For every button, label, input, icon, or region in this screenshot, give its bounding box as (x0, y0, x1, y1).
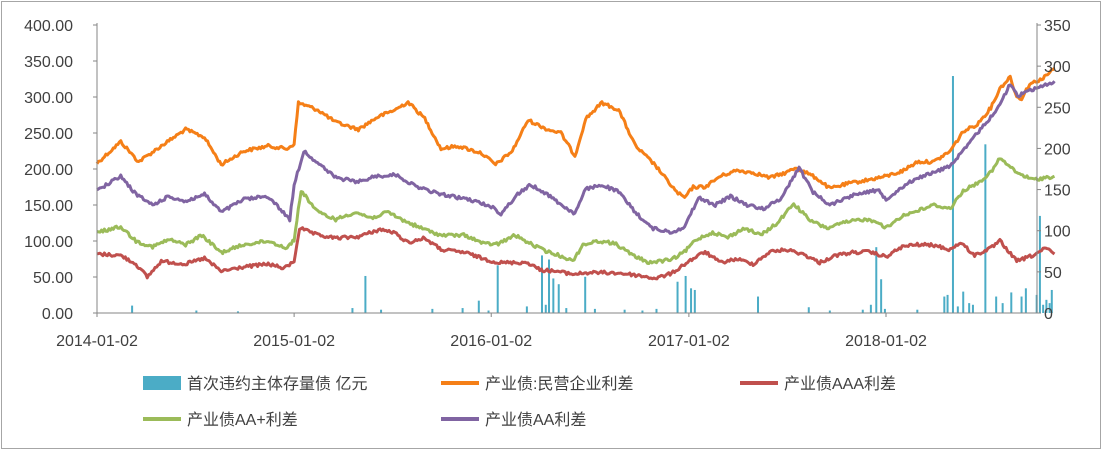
legend-label: 产业债:民营企业利差 (485, 375, 633, 393)
y-right-tick-label: 200 (1044, 141, 1071, 158)
default-bar-32 (875, 247, 878, 313)
legend-label: 产业债AA利差 (485, 411, 586, 429)
y-left-tick-label: 250.00 (24, 126, 73, 143)
y-right-tick-label: 100 (1044, 224, 1071, 241)
default-bar-54 (1050, 289, 1053, 313)
x-tick-label: 2018-01-02 (845, 333, 927, 350)
default-bar-40 (962, 291, 965, 313)
default-bar-36 (943, 296, 946, 313)
default-bar-43 (984, 144, 987, 313)
default-bar-25 (690, 288, 693, 313)
axes-layer: 0.00 50.00 100.00 150.00 200.00 250.00 300.00 3… (24, 18, 1071, 350)
default-bar-5 (380, 309, 383, 313)
default-bar-39 (956, 306, 959, 313)
default-bar-47 (1020, 296, 1023, 313)
default-bar-45 (1001, 303, 1004, 313)
y-left-tick-label: 300.00 (24, 90, 73, 107)
default-bar-20 (623, 309, 626, 313)
default-bar-33 (880, 279, 883, 313)
default-bar-17 (565, 308, 568, 313)
default-bar-35 (916, 309, 919, 313)
series-line-aaa (96, 226, 1056, 281)
default-bar-3 (351, 308, 354, 313)
default-bar-23 (676, 281, 679, 313)
y-right-tick-label: 350 (1044, 18, 1071, 35)
series-line-private (95, 67, 1056, 199)
legend-label: 产业债AAA利差 (784, 375, 896, 393)
default-bar-26 (693, 289, 696, 313)
default-bar-31 (869, 304, 872, 313)
y-left-tick-label: 100.00 (24, 234, 73, 251)
legend-label: 产业债AA+利差 (187, 411, 298, 429)
default-bar-13 (544, 304, 547, 313)
x-tick-label: 2017-01-02 (648, 333, 730, 350)
default-bar-8 (477, 300, 480, 313)
default-bar-44 (995, 296, 998, 313)
default-bar-53 (1048, 303, 1051, 313)
y-left-tick-label: 150.00 (24, 198, 73, 215)
y-left-tick-label: 200.00 (24, 162, 73, 179)
default-bar-16 (557, 284, 560, 313)
default-bar-42 (971, 304, 974, 313)
x-tick-label: 2014-01-02 (56, 333, 138, 350)
y-right-tick-label: 150 (1044, 183, 1071, 200)
default-bar-15 (552, 278, 555, 313)
default-bar-21 (641, 310, 644, 313)
default-bar-1 (195, 310, 198, 313)
default-bar-4 (364, 275, 367, 313)
series-line-aa (96, 80, 1056, 235)
default-bar-2 (236, 311, 239, 313)
default-bar-24 (684, 275, 687, 313)
default-bar-6 (431, 308, 434, 313)
default-bar-38 (951, 76, 954, 313)
legend-swatch (143, 376, 181, 390)
x-tick-label: 2015-01-02 (253, 333, 335, 350)
default-bar-22 (655, 308, 658, 313)
y-right-tick-label: 50 (1044, 265, 1062, 282)
default-bar-11 (525, 306, 528, 313)
y-right-tick-label: 0 (1044, 306, 1053, 323)
default-bar-9 (487, 310, 490, 313)
default-bar-50 (1038, 215, 1041, 313)
default-bar-30 (861, 309, 864, 313)
default-bar-19 (593, 308, 596, 313)
default-bar-28 (807, 307, 810, 313)
default-bar-37 (946, 294, 949, 313)
default-bar-48 (1024, 288, 1027, 313)
bars-layer (131, 76, 1053, 313)
y-left-tick-label: 400.00 (24, 18, 73, 35)
y-right-tick-label: 300 (1044, 59, 1071, 76)
y-left-tick-label: 350.00 (24, 54, 73, 71)
y-right-tick-label: 250 (1044, 100, 1071, 117)
default-bar-0 (131, 305, 134, 313)
x-tick-label: 2016-01-02 (450, 333, 532, 350)
default-bar-10 (496, 265, 499, 313)
default-bar-27 (757, 296, 760, 313)
default-bar-51 (1042, 304, 1045, 313)
default-bar-14 (548, 259, 551, 313)
series-line-aaplus (96, 157, 1056, 265)
default-bar-34 (883, 308, 886, 313)
default-bar-18 (584, 276, 587, 313)
legend-label: 首次违约主体存量债 亿元 (187, 375, 367, 393)
default-bar-52 (1045, 299, 1048, 313)
default-bar-7 (461, 308, 464, 313)
lines-layer (95, 67, 1056, 281)
default-bar-29 (828, 310, 831, 313)
default-bar-46 (1010, 292, 1013, 313)
default-bar-41 (968, 303, 971, 313)
default-bar-12 (540, 255, 543, 313)
y-left-tick-label: 50.00 (33, 270, 73, 287)
y-left-tick-label: 0.00 (42, 306, 73, 323)
